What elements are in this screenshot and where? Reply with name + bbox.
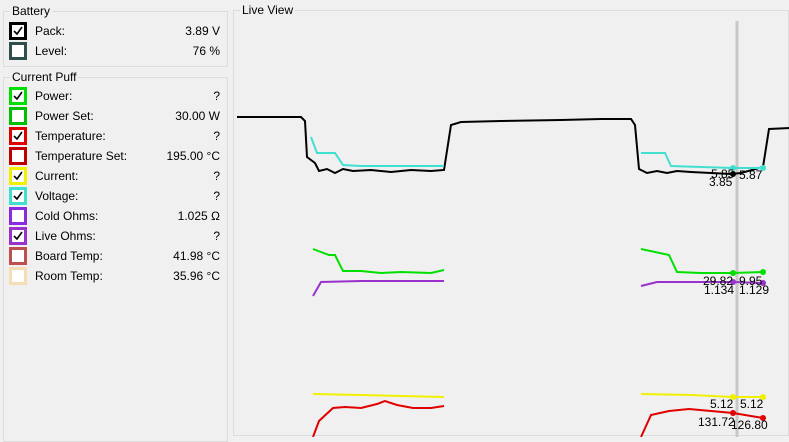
row-label: Power: (35, 89, 73, 103)
check-mark (13, 171, 23, 181)
group-title: Current Puff (10, 70, 79, 84)
check-mark (13, 91, 23, 101)
value-label: 5.12 (740, 397, 764, 411)
checkbox[interactable] (9, 107, 27, 125)
group-title: Battery (10, 4, 53, 18)
value-label: 1.129 (739, 283, 769, 297)
point (760, 394, 766, 400)
checkbox[interactable] (9, 22, 27, 40)
row-label: Temperature Set: (35, 149, 128, 163)
power-line (640, 248, 764, 274)
row: Temperature:? (4, 126, 228, 146)
point (730, 171, 736, 177)
row-label: Live Ohms: (35, 229, 96, 243)
row-label: Board Temp: (35, 249, 103, 263)
checkbox[interactable] (9, 42, 27, 60)
row-value: ? (213, 89, 220, 103)
row: Room Temp: 35.96 °C (4, 266, 228, 286)
live-plot: 5.85 5.87 3.85 29.82 9.95 1.134 1.129 5.12 5.12 1… (237, 21, 789, 437)
point (730, 394, 736, 400)
row: Live Ohms:? (4, 226, 228, 246)
group-title: Live View (240, 3, 296, 17)
point (760, 280, 766, 286)
value-label: 131.72 (698, 415, 735, 429)
check-mark (13, 231, 23, 241)
row-label: Pack: (35, 24, 66, 38)
row-value: 1.025 Ω (177, 209, 220, 223)
row: Pack: 3.89 V (4, 21, 228, 41)
checkbox[interactable] (9, 167, 27, 185)
row: Cold Ohms: 1.025 Ω (4, 206, 228, 226)
value-label: 5.87 (739, 168, 763, 182)
live-ohms-line (640, 281, 764, 287)
point (730, 270, 736, 276)
row: Power Set: 30.00 W (4, 106, 228, 126)
check-mark (13, 131, 23, 141)
row-label: Level: (35, 44, 68, 58)
checkbox[interactable] (9, 267, 27, 285)
checkbox[interactable] (9, 227, 27, 245)
value-label: 29.82 (703, 274, 733, 288)
voltage-line (310, 136, 444, 167)
row: Level: 76 % (4, 41, 228, 61)
row: Voltage:? (4, 186, 228, 206)
checkbox[interactable] (9, 247, 27, 265)
row-label: Voltage: (35, 189, 79, 203)
point (730, 165, 736, 171)
row: Power:? (4, 86, 228, 106)
row-label: Temperature: (35, 129, 106, 143)
row-value: 76 % (192, 44, 220, 58)
current-puff-group: Current Puff Power:? Power Set: 30.00 W Tem… (3, 70, 228, 442)
live-ohms-line (312, 280, 444, 297)
point (730, 279, 736, 285)
row: Current:? (4, 166, 228, 186)
row-label: Current: (35, 169, 79, 183)
checkbox[interactable] (9, 127, 27, 145)
check-mark (13, 191, 23, 201)
checkbox[interactable] (9, 87, 27, 105)
row-value: ? (213, 129, 220, 143)
value-label: 3.85 (709, 175, 733, 189)
row-value: 35.96 °C (173, 269, 220, 283)
checkbox[interactable] (9, 187, 27, 205)
pack-line (237, 116, 789, 176)
row-value: ? (213, 229, 220, 243)
checkbox[interactable] (9, 207, 27, 225)
temperature-line (312, 399, 445, 437)
point (730, 410, 736, 416)
row-label: Cold Ohms: (35, 209, 99, 223)
point (760, 165, 766, 171)
checkbox[interactable] (9, 147, 27, 165)
power-line (312, 248, 445, 275)
current-line (312, 393, 445, 398)
row-label: Room Temp: (35, 269, 103, 283)
row-value: 30.00 W (175, 109, 220, 123)
value-label: 5.85 (711, 167, 735, 181)
row-value: ? (213, 189, 220, 203)
point (760, 269, 766, 275)
row-value: ? (213, 169, 220, 183)
value-label: 1.134 (704, 283, 734, 297)
point (760, 415, 766, 421)
battery-group: Battery Pack: 3.89 V Level: 76 % (3, 4, 228, 67)
row-value: 41.98 °C (173, 249, 220, 263)
value-label: 5.12 (710, 397, 734, 411)
value-label: 9.95 (739, 274, 763, 288)
value-label: 126.80 (731, 418, 768, 432)
row-value: 3.89 V (185, 24, 220, 38)
check-mark (13, 26, 23, 36)
current-line (640, 393, 763, 398)
row: Board Temp: 41.98 °C (4, 246, 228, 266)
live-view-group: Live View (233, 3, 789, 437)
row-value: 195.00 °C (166, 149, 220, 163)
voltage-line (641, 152, 763, 169)
row: Temperature Set: 195.00 °C (4, 146, 228, 166)
row-label: Power Set: (35, 109, 94, 123)
